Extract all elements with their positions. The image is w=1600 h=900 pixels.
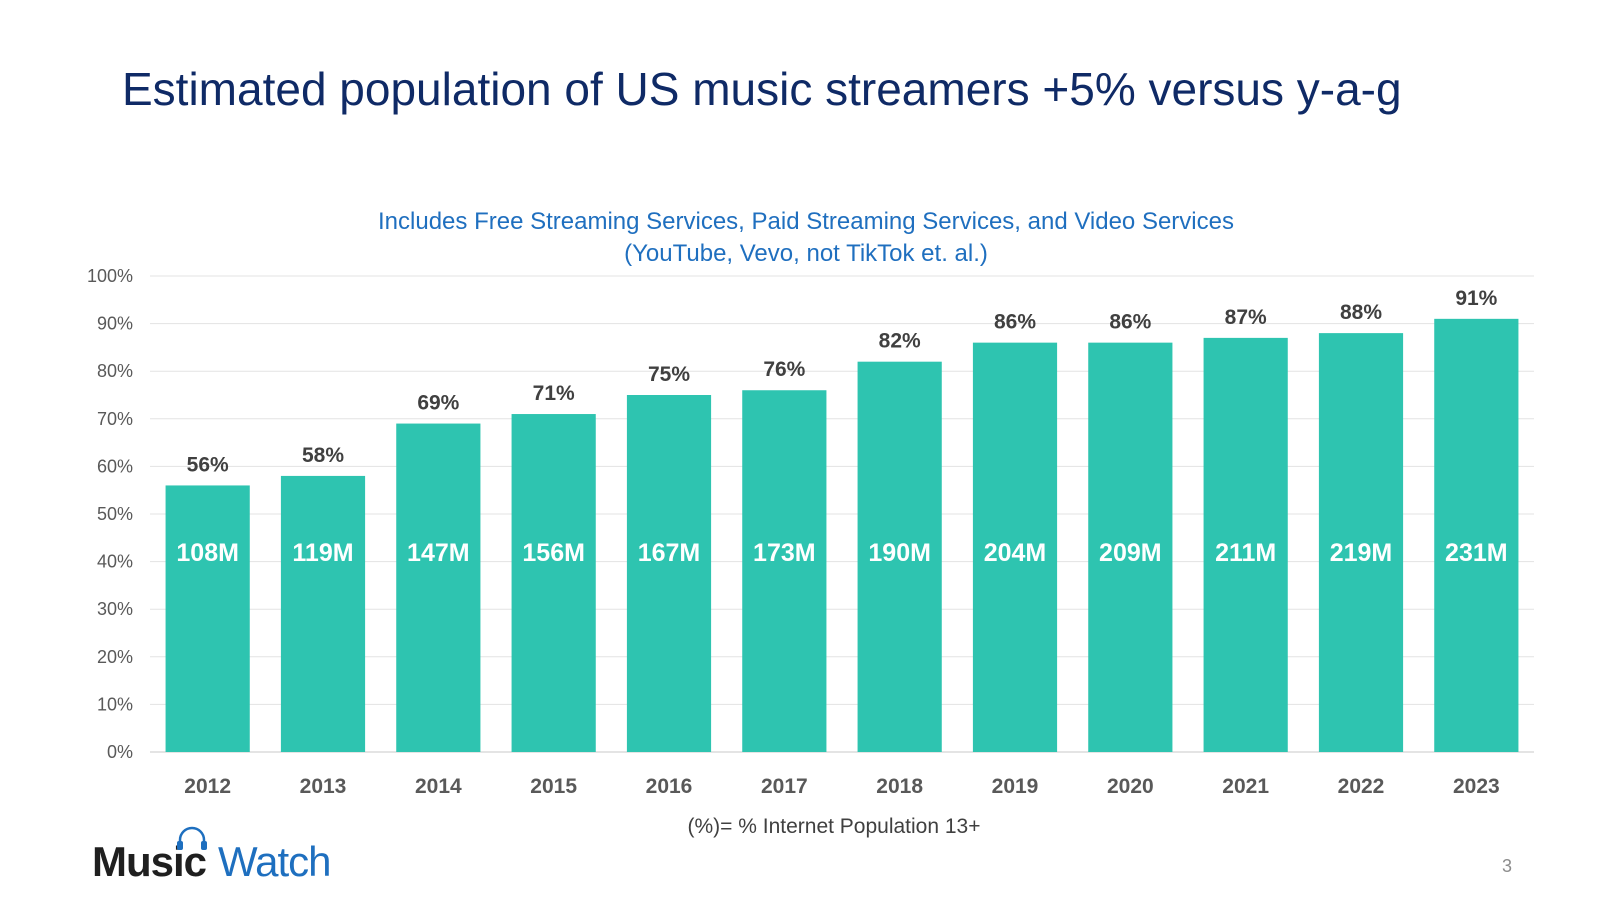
bar-value-label: 76% [763, 358, 805, 381]
bar-inner-label: 119M [292, 539, 353, 567]
x-tick-label: 2016 [646, 775, 693, 798]
bar-inner-label: 173M [753, 539, 816, 567]
bar [857, 361, 942, 752]
logo-music-text: Music [92, 838, 207, 885]
slide-title: Estimated population of US music streame… [122, 63, 1402, 115]
bar-inner-label: 211M [1215, 539, 1276, 567]
bar [396, 423, 481, 752]
x-tick-label: 2015 [530, 775, 577, 798]
headphones-icon [177, 826, 207, 850]
bar-value-label: 86% [1109, 311, 1151, 334]
page-number: 3 [1502, 856, 1513, 876]
bar-value-label: 75% [648, 363, 690, 386]
bar-value-label: 87% [1225, 306, 1267, 329]
x-tick-label: 2012 [184, 775, 231, 798]
bar [511, 414, 596, 752]
bar [1434, 318, 1519, 752]
bar-inner-label: 108M [176, 539, 239, 567]
bar-inner-label: 167M [638, 539, 701, 567]
bar-inner-label: 156M [522, 539, 585, 567]
bar [972, 342, 1058, 752]
y-tick-label: 90% [97, 314, 133, 334]
bar [742, 390, 827, 752]
bar [1203, 337, 1288, 752]
y-tick-label: 70% [97, 409, 133, 429]
logo-watch-text: Watch [218, 838, 331, 885]
bar-value-label: 71% [533, 382, 575, 405]
x-tick-label: 2023 [1453, 775, 1500, 798]
x-tick-label: 2020 [1107, 775, 1154, 798]
bar-value-label: 56% [187, 453, 229, 476]
bar-inner-label: 190M [868, 539, 931, 567]
bar-inner-label: 231M [1445, 539, 1508, 567]
y-tick-label: 80% [97, 361, 133, 381]
bar [1318, 333, 1404, 752]
chart-footnote: (%)= % Internet Population 13+ [687, 815, 980, 838]
bar-inner-label: 219M [1330, 539, 1393, 567]
bar-inner-label: 204M [984, 539, 1047, 567]
bar [165, 485, 250, 752]
bar-value-label: 69% [417, 392, 459, 415]
bar-value-label: 86% [994, 311, 1036, 334]
y-tick-label: 60% [97, 456, 133, 476]
bar-value-label: 58% [302, 444, 344, 467]
y-tick-label: 40% [97, 552, 133, 572]
y-tick-label: 30% [97, 599, 133, 619]
y-tick-label: 50% [97, 504, 133, 524]
x-tick-label: 2021 [1222, 775, 1269, 798]
bar-inner-label: 147M [407, 539, 470, 567]
y-tick-label: 100% [87, 266, 133, 286]
x-tick-label: 2013 [300, 775, 347, 798]
y-tick-label: 0% [107, 742, 133, 762]
chart-subtitle-line: (YouTube, Vevo, not TikTok et. al.) [624, 240, 988, 267]
bar [1088, 342, 1173, 752]
x-tick-label: 2018 [876, 775, 923, 798]
x-tick-label: 2019 [992, 775, 1039, 798]
chart-subtitle-line: Includes Free Streaming Services, Paid S… [378, 208, 1234, 235]
x-tick-label: 2014 [415, 775, 462, 798]
bar-value-label: 82% [879, 330, 921, 353]
bar-value-label: 88% [1340, 301, 1382, 324]
x-tick-label: 2022 [1338, 775, 1385, 798]
y-tick-label: 10% [97, 694, 133, 714]
bar-inner-label: 209M [1099, 539, 1162, 567]
bar-value-label: 91% [1455, 287, 1497, 310]
y-tick-label: 20% [97, 647, 133, 667]
bar [626, 395, 712, 752]
x-tick-label: 2017 [761, 775, 808, 798]
bar [280, 475, 366, 752]
